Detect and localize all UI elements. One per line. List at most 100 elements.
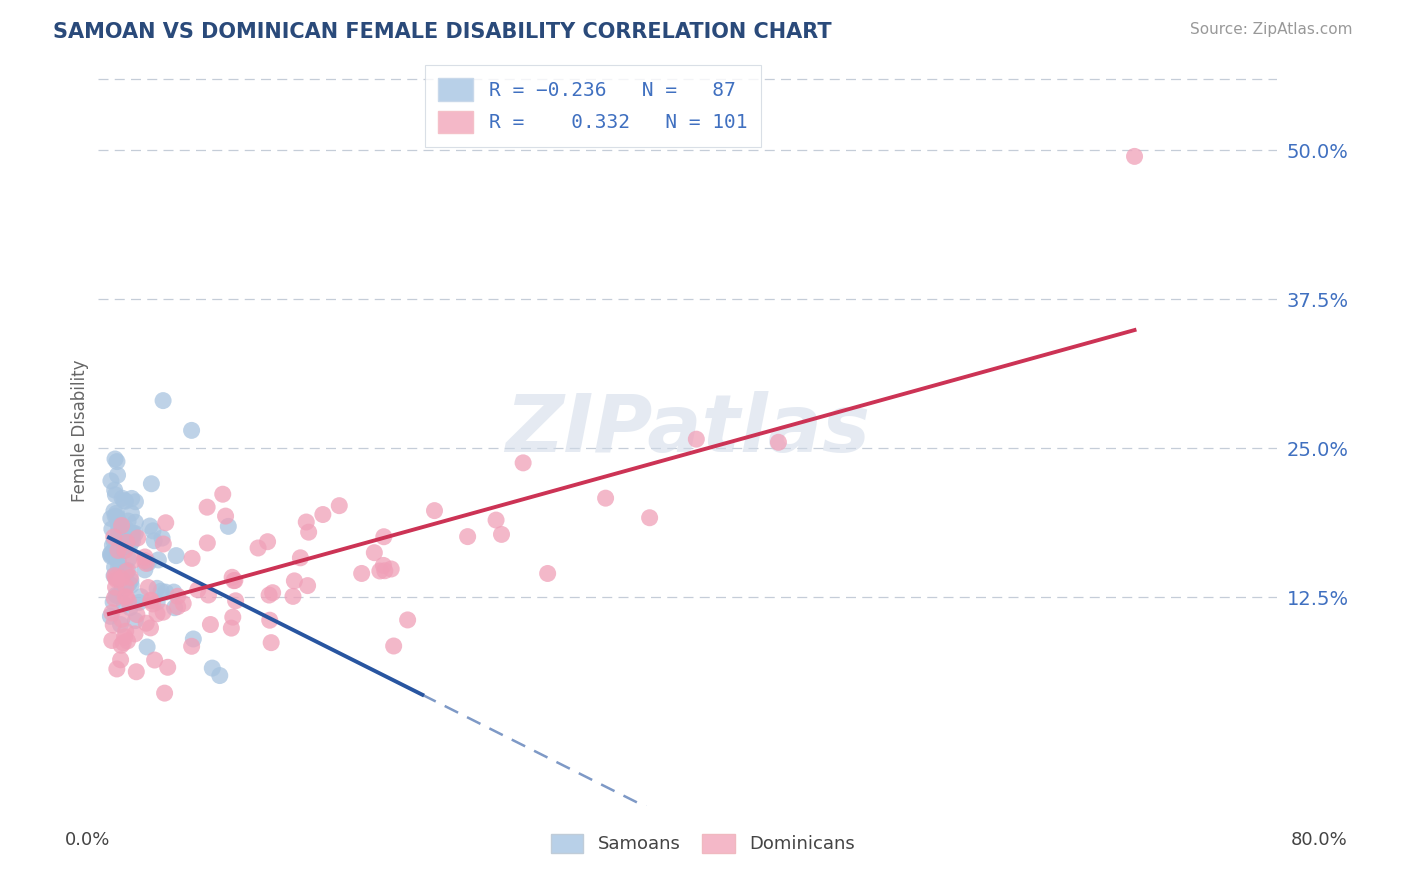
Point <box>221 621 243 635</box>
Point <box>396 613 419 627</box>
Point <box>117 594 139 608</box>
Point <box>107 555 129 569</box>
Point <box>138 556 160 570</box>
Point <box>373 530 395 544</box>
Point <box>112 493 135 508</box>
Point <box>107 520 129 534</box>
Point <box>283 574 305 588</box>
Point <box>107 525 129 540</box>
Point <box>100 548 122 562</box>
Point <box>111 541 134 556</box>
Point <box>166 599 188 614</box>
Point <box>134 553 156 567</box>
Point <box>1123 149 1146 163</box>
Point <box>110 653 132 667</box>
Point <box>201 661 224 675</box>
Point <box>104 568 127 582</box>
Point <box>197 588 219 602</box>
Point <box>152 393 174 408</box>
Point <box>200 617 222 632</box>
Point <box>217 519 239 533</box>
Point <box>107 532 129 546</box>
Point <box>136 581 159 595</box>
Text: ZIPatlas: ZIPatlas <box>505 392 870 469</box>
Point <box>124 614 146 628</box>
Point <box>491 527 513 541</box>
Point <box>259 613 281 627</box>
Point <box>142 597 165 611</box>
Text: 80.0%: 80.0% <box>1291 831 1347 849</box>
Point <box>114 566 136 580</box>
Point <box>115 535 138 549</box>
Y-axis label: Female Disability: Female Disability <box>72 359 89 501</box>
Point <box>107 589 129 603</box>
Point <box>150 584 173 599</box>
Point <box>295 515 318 529</box>
Point <box>101 606 124 620</box>
Point <box>103 543 125 558</box>
Point <box>127 531 149 545</box>
Point <box>156 660 179 674</box>
Point <box>512 456 534 470</box>
Point <box>120 527 142 541</box>
Point <box>114 543 136 558</box>
Point <box>152 605 174 619</box>
Point <box>214 509 236 524</box>
Point <box>256 534 278 549</box>
Point <box>124 526 146 541</box>
Point <box>104 509 127 524</box>
Point <box>225 594 247 608</box>
Point <box>685 432 707 446</box>
Text: Source: ZipAtlas.com: Source: ZipAtlas.com <box>1189 22 1353 37</box>
Point <box>298 525 321 540</box>
Point <box>128 595 150 609</box>
Point <box>153 686 176 700</box>
Point <box>120 570 142 584</box>
Point <box>104 488 127 502</box>
Point <box>224 574 246 588</box>
Point <box>136 640 159 654</box>
Point <box>163 585 186 599</box>
Point <box>172 597 194 611</box>
Point <box>107 468 129 483</box>
Point <box>111 579 134 593</box>
Point <box>139 593 162 607</box>
Point <box>368 564 391 578</box>
Point <box>117 514 139 528</box>
Point <box>120 600 142 615</box>
Point <box>110 638 132 652</box>
Point <box>221 570 243 584</box>
Point <box>104 483 127 497</box>
Point <box>195 536 218 550</box>
Point <box>380 562 402 576</box>
Point <box>122 526 145 541</box>
Point <box>111 612 134 626</box>
Point <box>114 630 136 644</box>
Point <box>163 600 186 615</box>
Point <box>114 598 136 612</box>
Point <box>108 516 131 530</box>
Point <box>768 435 790 450</box>
Point <box>180 640 202 654</box>
Point <box>166 589 188 603</box>
Point <box>124 627 146 641</box>
Point <box>100 549 122 564</box>
Point <box>111 571 134 585</box>
Point <box>155 516 177 530</box>
Point <box>181 551 204 566</box>
Point <box>111 584 134 599</box>
Point <box>146 582 169 596</box>
Point <box>104 571 127 585</box>
Point <box>121 491 143 506</box>
Point <box>142 524 165 538</box>
Point <box>129 590 152 604</box>
Point <box>115 590 138 604</box>
Point <box>262 585 284 599</box>
Point <box>143 533 166 548</box>
Point <box>183 632 205 646</box>
Point <box>328 499 350 513</box>
Point <box>374 564 396 578</box>
Point <box>373 558 395 573</box>
Point <box>101 538 124 552</box>
Point <box>103 591 125 606</box>
